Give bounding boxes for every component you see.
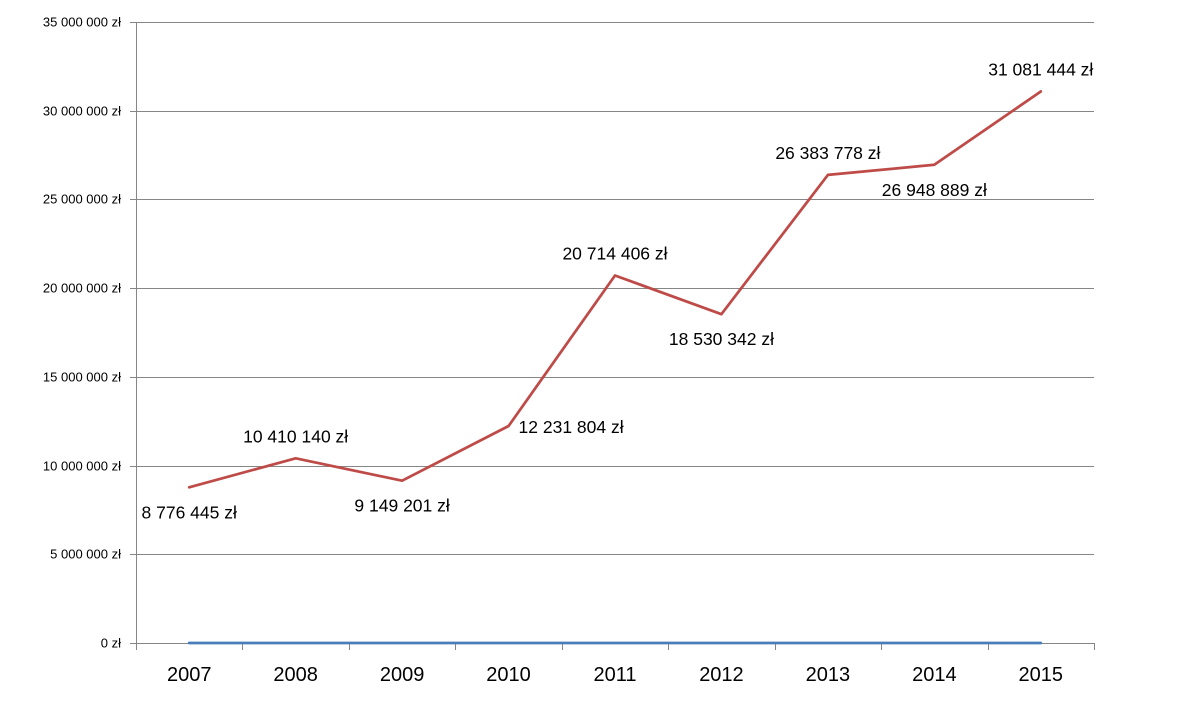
series-line — [187, 90, 1043, 489]
y-tick-label: 35 000 000 zł — [43, 15, 121, 30]
data-label: 31 081 444 zł — [988, 60, 1093, 80]
data-label: 10 410 140 zł — [243, 426, 348, 446]
y-tick-label: 30 000 000 zł — [43, 104, 121, 119]
data-label: 8 776 445 zł — [142, 502, 237, 522]
y-tick-label: 25 000 000 zł — [43, 192, 121, 207]
data-label: 18 530 342 zł — [669, 329, 774, 349]
gridlines — [136, 22, 1094, 555]
data-label: 9 149 201 zł — [354, 496, 449, 516]
x-tick-label: 2014 — [912, 664, 957, 686]
x-tick-label: 2015 — [1019, 664, 1064, 686]
x-tick-label: 2010 — [486, 664, 531, 686]
data-label: 26 383 778 zł — [775, 143, 880, 163]
x-tick-label: 2012 — [699, 664, 744, 686]
y-axis-tick-labels: 0 zł 5 000 000 zł 10 000 000 zł 15 000 000 … — [43, 15, 121, 651]
x-tick-label: 2011 — [593, 664, 636, 686]
series-lines — [187, 90, 1043, 645]
data-label: 12 231 804 zł — [519, 417, 624, 437]
axes — [130, 22, 1095, 650]
data-label: 20 714 406 zł — [562, 243, 667, 263]
y-tick-label: 15 000 000 zł — [43, 370, 121, 385]
y-tick-label: 0 zł — [101, 636, 121, 651]
x-axis-tick-labels: 2007 2008 2009 2010 2011 2012 2013 2014 2015 — [167, 664, 1063, 686]
x-tick-label: 2007 — [167, 664, 212, 686]
x-tick-label: 2013 — [806, 664, 851, 686]
data-label: 26 948 889 zł — [882, 180, 987, 200]
data-labels: 8 776 445 zł 10 410 140 zł 9 149 201 zł 12 … — [142, 60, 1094, 523]
y-tick-label: 20 000 000 zł — [43, 281, 121, 296]
y-tick-label: 10 000 000 zł — [43, 459, 121, 474]
x-tick-label: 2009 — [380, 664, 425, 686]
x-tick-label: 2008 — [273, 664, 318, 686]
y-tick-label: 5 000 000 zł — [50, 547, 121, 562]
